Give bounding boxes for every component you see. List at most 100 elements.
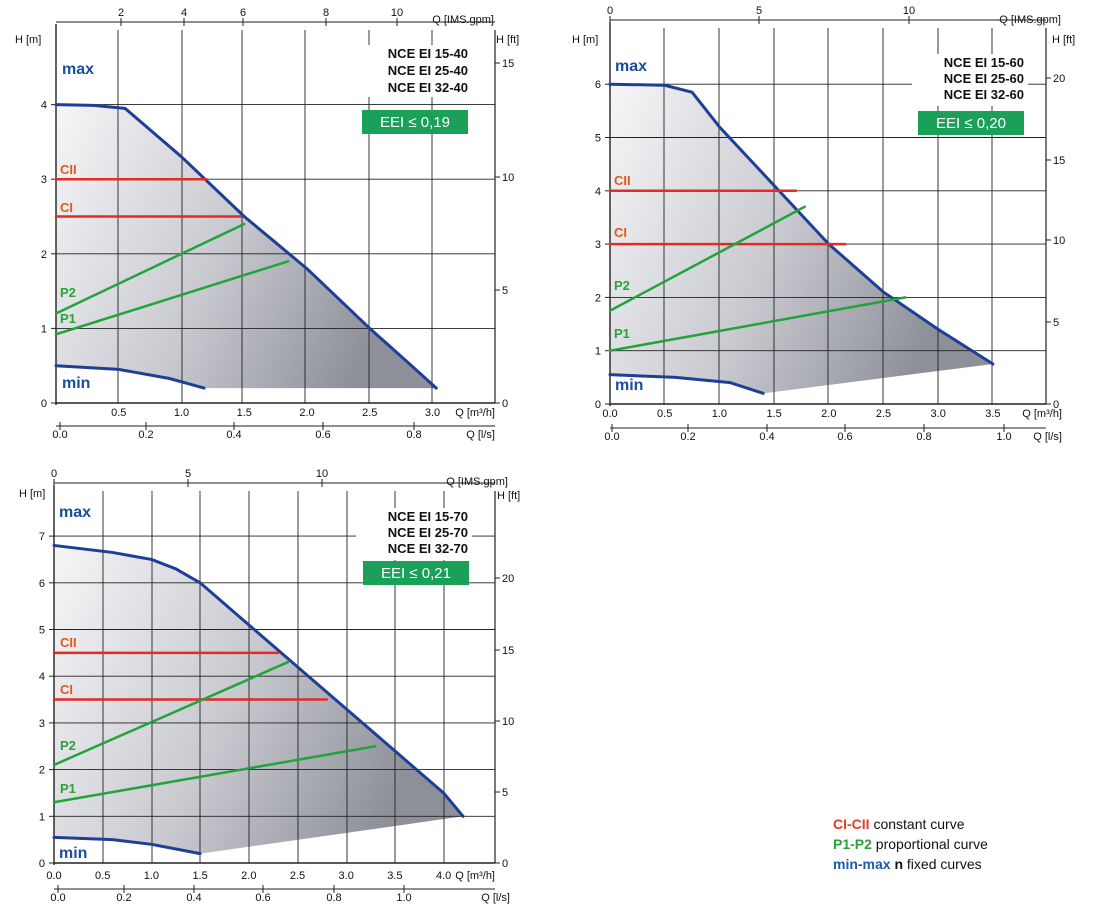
bottom2-tick-label: 0.2 (116, 892, 131, 904)
legend-constant-text: constant curve (869, 816, 965, 832)
label-min: min (615, 377, 643, 394)
bottom-tick-label: 1.5 (192, 870, 207, 882)
model-name: NCE EI 32-70 (388, 541, 468, 556)
left-tick-label: 3 (41, 174, 47, 186)
bottom-tick-label: 3.5 (387, 870, 402, 882)
bottom-tick-label: 2.0 (299, 407, 314, 419)
right-tick-label: 5 (502, 285, 508, 297)
left-tick-label: 3 (595, 239, 601, 251)
eei-badge-text: EEI ≤ 0,20 (936, 115, 1006, 132)
right-tick-label: 10 (502, 716, 514, 728)
legend-proportional-key: P1-P2 (833, 836, 872, 852)
legend-constant: CI-CII constant curve (833, 814, 1083, 834)
label-max: max (59, 504, 91, 521)
series-min (52, 835, 202, 856)
bottom-tick-label: 3.5 (985, 408, 1000, 420)
model-name: NCE EI 15-70 (388, 509, 468, 524)
right-tick-label: 5 (1053, 317, 1059, 329)
label-p1: P1 (60, 311, 76, 326)
series-min (54, 364, 206, 390)
bottom-tick-label: 0.5 (95, 870, 110, 882)
left-tick-label: 1 (41, 323, 47, 335)
top-tick-label: 5 (185, 468, 191, 480)
bottom-tick-label: 1.5 (237, 407, 252, 419)
bottom-tick-label: 3.0 (425, 407, 440, 419)
left-tick-label: 6 (39, 578, 45, 590)
bottom-axis-title: Q [m³/h] (1022, 408, 1062, 420)
left-axis-title: H [m] (572, 34, 598, 46)
legend-proportional-text: proportional curve (871, 836, 988, 852)
bottom-axis-title: Q [m³/h] (455, 870, 495, 882)
bottom-tick-label: 4.0 (436, 870, 451, 882)
series-p2 (608, 205, 806, 312)
curve-legend: CI-CII constant curve P1-P2 proportional… (833, 814, 1083, 874)
label-p1: P1 (614, 326, 630, 341)
bottom-tick-label: 3.0 (339, 870, 354, 882)
series-p1 (52, 745, 377, 804)
right-tick-label: 10 (502, 172, 514, 184)
bottom-tick-label: 1.5 (766, 408, 781, 420)
top-tick-label: 0 (51, 468, 57, 480)
label-max: max (62, 61, 94, 78)
label-max: max (615, 58, 647, 75)
bottom2-tick-label: 0.2 (680, 431, 695, 443)
bottom2-tick-label: 1.0 (396, 892, 411, 904)
model-title-bg (356, 508, 472, 560)
legend-proportional: P1-P2 proportional curve (833, 834, 1083, 854)
label-p1: P1 (60, 781, 76, 796)
series-p2 (54, 222, 246, 315)
top-tick-label: 10 (391, 7, 403, 19)
series-max (54, 103, 438, 390)
left-tick-label: 0 (39, 858, 45, 870)
left-tick-label: 5 (595, 133, 601, 145)
left-tick-label: 5 (39, 625, 45, 637)
bottom2-tick-label: 0.0 (52, 429, 67, 441)
eei-badge (918, 111, 1024, 135)
series-p1 (54, 260, 290, 336)
left-axis-title: H [m] (15, 34, 41, 46)
top-axis-title: Q [IMS.gpm] (432, 14, 494, 26)
right-tick-label: 20 (502, 573, 514, 585)
model-title-bg (356, 45, 472, 97)
label-cii: CII (60, 635, 77, 650)
right-axis-title: H [ft] (496, 34, 519, 46)
top-tick-label: 6 (240, 7, 246, 19)
eei-badge (363, 561, 469, 585)
bottom2-tick-label: 0.4 (759, 431, 774, 443)
bottom2-tick-label: 0.8 (326, 892, 341, 904)
series-p2 (52, 660, 290, 767)
bottom2-tick-label: 0.0 (50, 892, 65, 904)
right-tick-label: 15 (1053, 155, 1065, 167)
left-tick-label: 0 (41, 398, 47, 410)
series-lines (608, 82, 995, 395)
top-tick-label: 8 (323, 7, 329, 19)
left-tick-label: 1 (39, 811, 45, 823)
series-p1 (608, 296, 907, 352)
series-max (52, 543, 465, 818)
bottom-tick-label: 2.0 (241, 870, 256, 882)
eei-badge-text: EEI ≤ 0,19 (380, 114, 450, 131)
left-tick-label: 2 (39, 765, 45, 777)
left-tick-label: 0 (595, 399, 601, 411)
bottom2-tick-label: 0.0 (604, 431, 619, 443)
bottom2-axis-title: Q [l/s] (481, 892, 510, 904)
model-name: NCE EI 25-60 (944, 71, 1024, 86)
right-tick-label: 0 (502, 398, 508, 410)
bottom-axis-title: Q [m³/h] (455, 407, 495, 419)
series-max (608, 82, 995, 366)
bottom-tick-label: 2.5 (290, 870, 305, 882)
chart-1: 2 4 6 8 10 Q [IMS.gpm] 0 1 2 3 4 H [m] 0 5 10 15 H [ft] 0… (15, 7, 519, 441)
top-tick-label: 5 (756, 5, 762, 17)
bottom2-tick-label: 0.6 (315, 429, 330, 441)
right-tick-label: 0 (1053, 399, 1059, 411)
left-tick-label: 7 (39, 531, 45, 543)
bottom2-tick-label: 0.8 (916, 431, 931, 443)
series-lines (52, 543, 465, 856)
model-name: NCE EI 15-60 (944, 55, 1024, 70)
operating-area (56, 104, 437, 389)
label-p2: P2 (60, 738, 76, 753)
top-tick-label: 4 (181, 7, 187, 19)
legend-fixed-key: min-max (833, 856, 891, 872)
